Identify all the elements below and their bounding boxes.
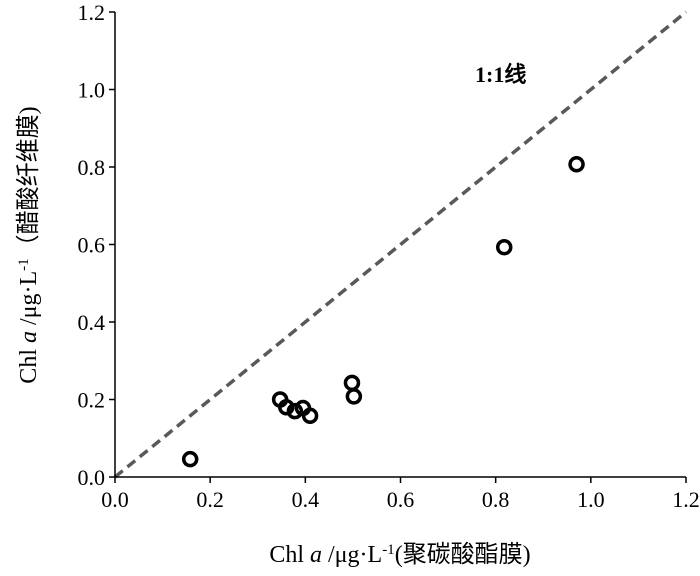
x-tick-label: 0.8 <box>482 487 510 512</box>
data-point <box>181 450 199 468</box>
axes: 0.0 0.2 0.4 0.6 0.8 1.0 1.2 0.0 0.2 0.4 0.6 0.8 1.0 1… <box>78 0 700 512</box>
axis-title-italic: a <box>16 331 42 343</box>
axis-title-sup: -1 <box>382 542 395 558</box>
axis-title-prefix: Chl <box>16 343 42 384</box>
data-point <box>568 156 585 173</box>
axis-title-prefix: Chl <box>269 542 310 568</box>
y-tick-label: 0.2 <box>78 388 106 413</box>
y-tick-label: 0.8 <box>78 155 106 180</box>
one-to-one-reference-line <box>113 10 688 479</box>
axis-title-unit: /μg·L <box>322 542 382 568</box>
data-point <box>345 388 363 405</box>
data-points <box>181 156 585 468</box>
x-axis-title: Chl a /μg·L-1(聚碳酸酯膜) <box>269 541 530 568</box>
data-point <box>301 407 319 425</box>
axis-title-unit: /μg·L <box>16 271 42 331</box>
y-tick-label: 0.6 <box>78 233 106 258</box>
reference-line-label: 1:1线 <box>475 62 526 87</box>
axis-title-suffix: （醋酸纤维膜) <box>15 106 42 258</box>
data-point <box>278 399 295 416</box>
x-tick-label: 0.0 <box>101 487 129 512</box>
y-tick-label: 0.4 <box>78 310 106 335</box>
x-tick-label: 0.6 <box>387 487 415 512</box>
x-tick-label: 1.2 <box>672 487 700 512</box>
axis-title-suffix: (聚碳酸酯膜) <box>395 541 531 568</box>
x-tick-label: 0.2 <box>196 487 224 512</box>
data-point <box>343 374 361 392</box>
axis-title-sup: -1 <box>16 258 32 271</box>
data-point <box>495 238 513 256</box>
y-tick-label: 1.0 <box>78 78 106 103</box>
data-point <box>286 402 304 420</box>
reference-layer <box>113 10 688 479</box>
x-tick-label: 1.0 <box>577 487 605 512</box>
y-tick-label: 1.2 <box>78 0 106 25</box>
y-axis-title: Chl a /μg·L-1（醋酸纤维膜) <box>15 106 42 383</box>
x-tick-label: 0.4 <box>292 487 320 512</box>
axis-title-italic: a <box>310 542 322 568</box>
y-tick-label: 0.0 <box>78 465 106 490</box>
